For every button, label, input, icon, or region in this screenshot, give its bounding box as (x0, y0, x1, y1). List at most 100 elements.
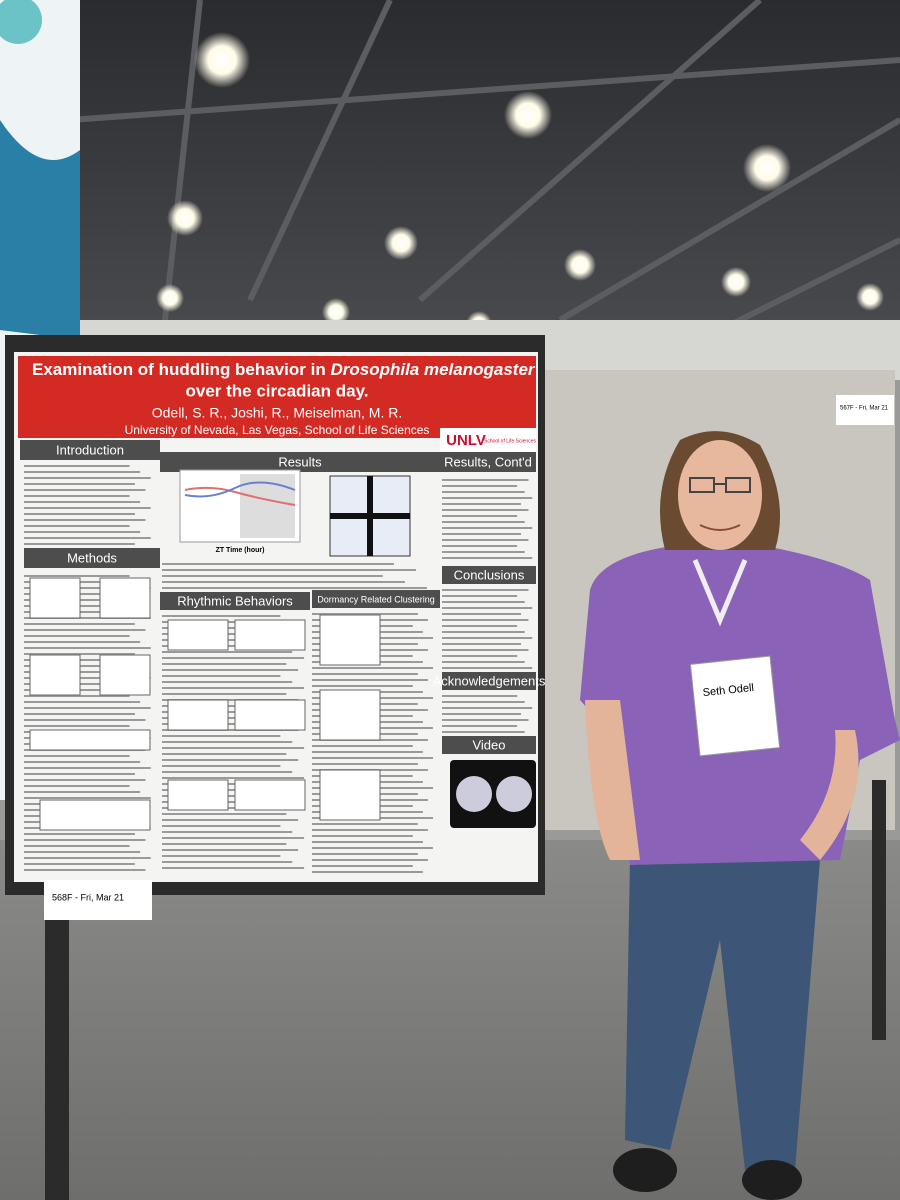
text-line (442, 643, 521, 645)
shoe (613, 1148, 677, 1192)
section-header-bg (442, 672, 536, 690)
text-line (162, 581, 405, 583)
title-part: Drosophila melanogaster (330, 360, 535, 379)
text-line (442, 601, 525, 603)
text-line (24, 641, 141, 643)
text-line (162, 681, 293, 683)
text-line (24, 471, 141, 473)
text-line (24, 791, 141, 793)
text-line (312, 829, 428, 831)
poster-title: over the circadian day. (186, 381, 369, 400)
text-line (24, 617, 151, 619)
text-line (312, 685, 413, 687)
text-line (442, 631, 525, 633)
text-line (162, 777, 305, 779)
text-line (24, 587, 151, 589)
figure-panel (29, 577, 81, 619)
text-line (24, 477, 151, 479)
ceiling-beams (69, 0, 900, 343)
text-line (442, 661, 525, 663)
section-header: Results, Cont'd (444, 454, 532, 469)
text-line (312, 757, 433, 759)
text-line (442, 485, 518, 487)
text-line (442, 725, 518, 727)
board-leg (872, 780, 886, 1040)
text-line (24, 519, 146, 521)
section-header: Dormancy Related Clustering (317, 594, 435, 604)
text-line (24, 707, 151, 709)
section-header: Results (278, 454, 322, 469)
section-header: Introduction (56, 442, 124, 457)
arm (585, 700, 640, 860)
poster-affiliation: University of Nevada, Las Vegas, School … (125, 423, 430, 437)
text-line (442, 539, 529, 541)
text-line (162, 693, 287, 695)
text-line (162, 615, 281, 617)
figure-panel (167, 779, 229, 811)
poster-header (18, 356, 536, 438)
board-leg (45, 880, 69, 1200)
text-line (24, 719, 146, 721)
section-header-bg (24, 548, 160, 568)
text-line (312, 823, 418, 825)
text-line (312, 847, 433, 849)
ceiling-lights (156, 32, 884, 362)
text-line (442, 655, 518, 657)
text-line (442, 545, 518, 547)
text-line (442, 649, 529, 651)
text-line (162, 849, 299, 851)
text-line (442, 713, 521, 715)
section-header-bg (20, 440, 160, 460)
text-line (24, 725, 130, 727)
text-line (442, 589, 529, 591)
text-line (312, 871, 423, 873)
poster-authors: Odell, S. R., Joshi, R., Meiselman, M. R… (152, 405, 403, 421)
text-line (24, 755, 130, 757)
section-header-bg (160, 592, 310, 610)
text-line (162, 563, 394, 565)
video-frame (456, 776, 492, 812)
text-line (162, 699, 299, 701)
text-line (162, 807, 305, 809)
text-line (442, 625, 518, 627)
text-line (162, 675, 281, 677)
text-line (442, 509, 529, 511)
section-header: Video (472, 737, 505, 752)
logo-sub: School of Life Sciences (484, 438, 536, 444)
text-line (24, 701, 141, 703)
text-line (442, 491, 525, 493)
text-line (442, 521, 525, 523)
text-line (312, 853, 418, 855)
tag-text: 567F - Fri, Mar 21 (840, 406, 889, 412)
figure-shade (240, 474, 295, 538)
arm (800, 730, 859, 860)
text-line (442, 695, 518, 697)
text-line (162, 569, 416, 571)
text-line (162, 837, 305, 839)
text-line (24, 833, 135, 835)
text-line (312, 679, 428, 681)
figure-axis: ZT Time (hour) (216, 547, 265, 554)
text-line (162, 753, 287, 755)
text-line (442, 503, 521, 505)
text-line (442, 497, 533, 499)
section-header-bg (440, 452, 536, 472)
text-line (162, 867, 305, 869)
text-line (24, 611, 141, 613)
text-line (162, 687, 305, 689)
shoe (742, 1160, 802, 1200)
text-line (162, 575, 383, 577)
text-line (24, 659, 146, 661)
text-line (442, 551, 525, 553)
text-line (24, 761, 141, 763)
figure-panel (39, 799, 151, 831)
section-header-bg (160, 452, 440, 472)
text-line (312, 835, 413, 837)
figure-panel (29, 729, 151, 751)
text-line (442, 707, 533, 709)
text-line (162, 717, 305, 719)
text-line (162, 747, 305, 749)
text-line (162, 843, 287, 845)
text-line (312, 673, 418, 675)
